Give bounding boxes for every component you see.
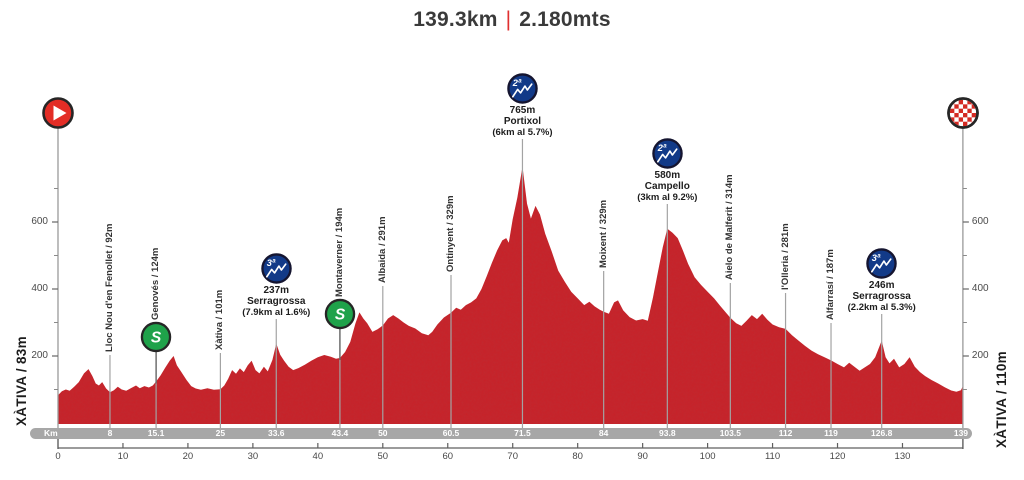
waypoint-label: Genovés / 124m <box>150 248 162 321</box>
km-bar-tick-label: 60.5 <box>442 428 460 438</box>
km-bar-tick-label: 50 <box>378 428 388 438</box>
climb-name: Portixol <box>503 116 542 127</box>
stage-distance: 139.3km <box>413 8 498 31</box>
y-axis-label-left: 400 <box>31 283 48 294</box>
ruler-tick-label: 80 <box>572 451 583 462</box>
sprint-s-icon: S <box>140 321 173 354</box>
start-location-label: XÀTIVA / 83m <box>14 336 29 426</box>
ruler-tick-label: 50 <box>377 451 389 462</box>
climb-name: Serragrossa <box>247 296 306 307</box>
climb-altitude: 237m <box>263 285 290 296</box>
ruler-tick-label: 100 <box>699 451 716 462</box>
km-bar-tick-label: 25 <box>215 428 226 438</box>
checkered-flag-icon <box>946 96 980 130</box>
category-climb-icon: 2ª <box>506 72 539 105</box>
km-bar-tick-label: 71.5 <box>514 428 531 438</box>
climb-detail: (3km al 9.2%) <box>637 192 698 203</box>
waypoint-label: l'Olleria / 281m <box>779 223 791 290</box>
category-climb-icon: 3ª <box>865 247 898 280</box>
climb-altitude: 246m <box>868 280 895 291</box>
km-bar: Km 8 15.1 25 33.6 43.4 50 60.5 71.5 84 93.8 103.5 1… <box>30 428 972 439</box>
ruler-tick-label: 30 <box>247 451 259 462</box>
climb-altitude: 580m <box>654 170 681 181</box>
km-bar-unit-label: Km <box>44 428 58 438</box>
climb-name: Campello <box>644 181 690 192</box>
climb-altitude: 765m <box>509 105 536 116</box>
y-axis-label-left: 200 <box>31 350 48 361</box>
waypoint-label: Lloc Nou d'en Fenollet / 92m <box>103 223 115 352</box>
sprint-s-icon: S <box>323 298 356 331</box>
km-bar-tick-label: 93.8 <box>659 428 676 438</box>
km-bar-tick-label: 119 <box>824 428 838 438</box>
km-bar-tick-label: 8 <box>107 428 113 438</box>
ruler-tick-label: 130 <box>894 451 911 462</box>
ruler-tick-label: 70 <box>507 451 519 462</box>
km-bar-tick-label: 15.1 <box>147 428 165 438</box>
climb-category: 2ª <box>657 143 667 153</box>
category-climb-icon: 3ª <box>260 252 293 285</box>
y-axis-label-right: 600 <box>971 216 989 227</box>
ruler-tick-label: 90 <box>637 451 648 462</box>
stage-elevation-gain: 2.180mts <box>519 8 611 31</box>
category-climb-icon: 2ª <box>651 137 684 170</box>
ruler-tick-label: 110 <box>764 451 781 462</box>
y-axis-label-right: 400 <box>971 283 989 294</box>
km-bar-tick-label: 84 <box>598 428 609 438</box>
stage-title: 139.3km | 2.180mts <box>0 8 1024 32</box>
profile-texture <box>58 166 963 424</box>
km-bar-tick-label: 43.4 <box>331 428 349 438</box>
climb-marker: 2ª 580m Campello (3km al 9.2%) <box>597 137 737 203</box>
svg-text:S: S <box>151 330 162 347</box>
climb-marker: 2ª 765m Portixol (6km al 5.7%) <box>452 72 592 138</box>
km-bar-tick-label: 33.6 <box>267 428 285 438</box>
km-bar-tick-label: 126.8 <box>871 428 893 438</box>
climb-detail: (7.9km al 1.6%) <box>242 307 311 318</box>
svg-text:S: S <box>335 306 346 323</box>
waypoint-label: Moixent / 329m <box>597 199 609 268</box>
km-bar-tick-label: 112 <box>778 428 793 438</box>
ruler-tick-label: 0 <box>55 451 61 462</box>
climb-detail: (6km al 5.7%) <box>492 127 553 138</box>
y-axis-label-left: 600 <box>31 216 48 227</box>
y-axis-label-right: 200 <box>971 350 989 361</box>
climb-category: 3ª <box>872 253 881 263</box>
title-separator: | <box>505 8 512 31</box>
ruler-tick-label: 60 <box>442 451 454 462</box>
climb-detail: (2.2km al 5.3%) <box>847 302 916 313</box>
km-bar-tick-label: 139 <box>953 428 969 438</box>
climb-marker: 3ª 237m Serragrossa (7.9km al 1.6%) <box>206 252 346 318</box>
climb-name: Serragrossa <box>852 291 911 302</box>
finish-location-label: XÀTIVA / 110m <box>994 351 1009 448</box>
ruler-tick-label: 20 <box>182 451 194 462</box>
climb-marker: 3ª 246m Serragrossa (2.2km al 5.3%) <box>812 247 952 313</box>
climb-category: 2ª <box>512 78 522 88</box>
waypoint-label: Albaida / 291m <box>376 216 388 283</box>
climb-category: 3ª <box>267 258 276 268</box>
ruler-tick-label: 120 <box>829 451 846 462</box>
waypoint-label: Ontinyent / 329m <box>445 195 456 272</box>
ruler-tick-label: 40 <box>312 451 324 462</box>
km-bar-tick-label: 103.5 <box>719 428 741 438</box>
play-icon <box>41 96 75 130</box>
ruler-tick-label: 10 <box>117 451 129 462</box>
